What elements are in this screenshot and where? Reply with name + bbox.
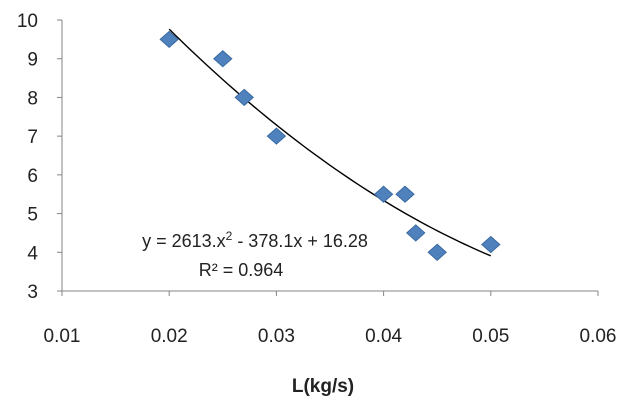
- y-axis-ticks: 3 4 5 6 7 8 9 10: [17, 11, 62, 303]
- x-tick-label: 0.02: [151, 326, 188, 347]
- data-point-diamond: [406, 224, 426, 242]
- x-axis-ticks: 0.01 0.02 0.03 0.04 0.05 0.06: [44, 291, 617, 347]
- trendline-curve: [168, 28, 492, 257]
- trendline-r-squared: R² = 0.964: [199, 260, 284, 280]
- data-point-diamond: [159, 30, 179, 49]
- data-point-diamond: [213, 50, 233, 68]
- data-point-diamond: [266, 127, 287, 145]
- data-points: [159, 30, 501, 261]
- chart-axes: [61, 20, 598, 292]
- y-tick-label: 8: [27, 88, 38, 109]
- x-tick-label: 0.04: [365, 326, 402, 347]
- y-tick-label: 5: [27, 205, 38, 226]
- y-tick-label: 7: [27, 127, 38, 148]
- x-tick-label: 0.05: [472, 326, 509, 347]
- y-tick-label: 4: [27, 243, 38, 264]
- x-axis-label: L(kg/s): [292, 376, 354, 397]
- y-tick-label: 10: [17, 11, 38, 32]
- data-point-diamond: [395, 185, 415, 203]
- y-tick-label: 6: [27, 166, 38, 187]
- data-point-diamond: [373, 185, 394, 203]
- data-point-diamond: [234, 88, 254, 107]
- x-tick-label: 0.01: [44, 326, 81, 347]
- trendline-equation: y = 2613.x2 - 378.1x + 16.28: [142, 229, 368, 251]
- data-point-diamond: [481, 235, 501, 254]
- x-tick-label: 0.06: [580, 326, 617, 347]
- y-tick-label: 3: [27, 282, 38, 303]
- data-point-diamond: [427, 243, 447, 261]
- y-tick-label: 9: [27, 50, 38, 71]
- x-tick-label: 0.03: [258, 326, 295, 347]
